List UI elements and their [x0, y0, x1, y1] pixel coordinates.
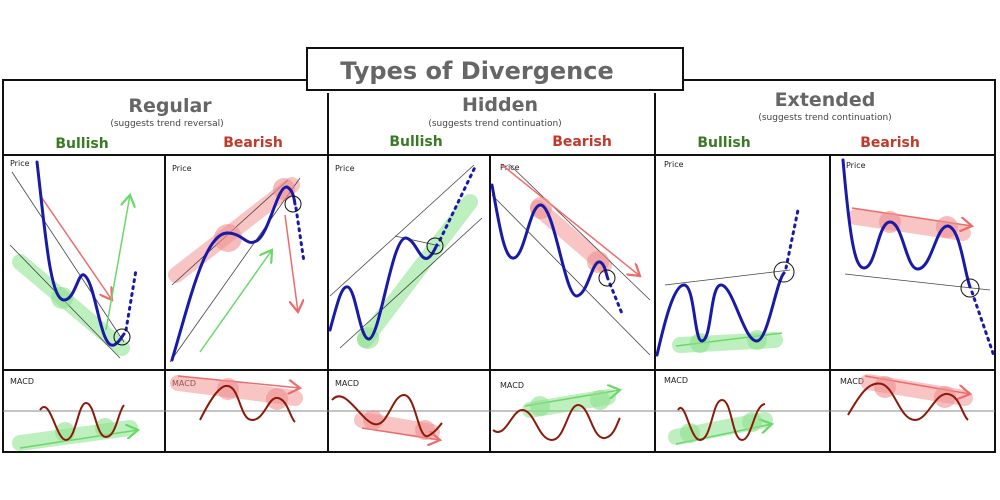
regular-bullish-macd — [12, 401, 138, 451]
price-label: Price — [10, 159, 30, 168]
bearish-label: Bearish — [223, 135, 283, 151]
column-header-regular: Regular (suggests trend reversal) Bullis… — [55, 95, 282, 152]
regular-bearish-macd — [170, 375, 303, 423]
column-note: (suggests trend continuation) — [758, 113, 891, 123]
regular-bullish-price — [9, 160, 138, 359]
bullish-label: Bullish — [55, 136, 108, 152]
extended-bearish-price — [841, 158, 996, 358]
extended-bullish-price — [655, 208, 800, 357]
bullish-label: Bullish — [697, 135, 750, 151]
bullish-label: Bullish — [389, 134, 442, 150]
column-note: (suggests trend reversal) — [110, 119, 223, 129]
macd-label: MACD — [500, 381, 524, 390]
table-frame — [2, 79, 996, 453]
page-title: Types of Divergence — [340, 57, 614, 85]
bearish-label: Bearish — [860, 135, 920, 151]
column-title: Regular — [128, 95, 212, 117]
column-header-extended: Extended (suggests trend continuation) B… — [697, 89, 919, 151]
extended-bullish-macd — [668, 398, 772, 445]
price-label: Price — [500, 163, 520, 172]
macd-label: MACD — [335, 379, 359, 388]
hidden-bearish-price — [490, 164, 651, 356]
hidden-bullish-macd — [331, 393, 443, 440]
price-label: Price — [846, 161, 866, 170]
macd-label: MACD — [10, 377, 34, 386]
bearish-label: Bearish — [552, 134, 612, 150]
column-title: Hidden — [462, 94, 538, 116]
column-note: (suggests trend continuation) — [428, 119, 561, 129]
hidden-bearish-macd — [492, 390, 620, 442]
macd-label: MACD — [664, 376, 688, 385]
regular-bearish-price — [168, 177, 306, 363]
extended-bearish-macd — [847, 374, 973, 422]
title-box: Types of Divergence — [306, 47, 684, 91]
hidden-bullish-price — [328, 163, 483, 349]
column-header-hidden: Hidden (suggests trend continuation) Bul… — [389, 94, 611, 150]
column-title: Extended — [775, 89, 876, 111]
price-label: Price — [172, 164, 192, 173]
panel-labels: Price Price Price Price Price Price MACD… — [10, 159, 866, 390]
price-label: Price — [335, 164, 355, 173]
price-label: Price — [664, 160, 684, 169]
macd-label: MACD — [840, 377, 864, 386]
